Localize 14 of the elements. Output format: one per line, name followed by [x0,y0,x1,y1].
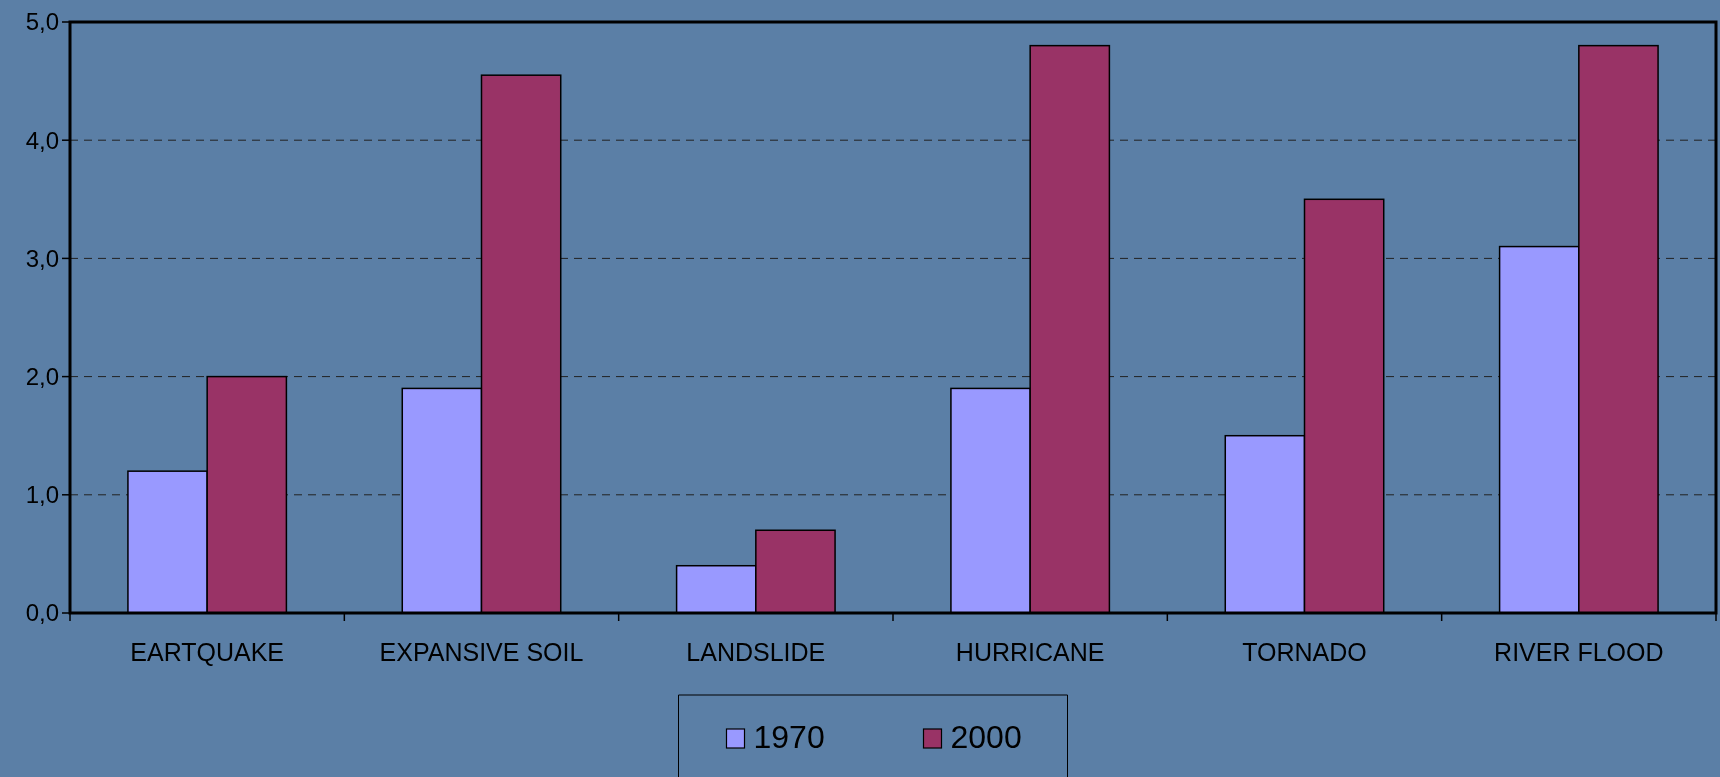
legend-label: 1970 [753,719,825,755]
legend-label: 2000 [950,719,1022,755]
x-tick-label: LANDSLIDE [686,638,826,666]
y-tick-label: 2,0 [25,363,59,390]
y-tick-label: 0,0 [25,599,59,627]
y-tick-label: 1,0 [25,481,59,509]
x-tick-label: RIVER FLOOD [1494,638,1664,666]
y-tick-label: 5,0 [25,8,59,36]
x-tick-label: EXPANSIVE SOIL [379,638,584,666]
y-tick-label: 4,0 [25,126,59,154]
x-tick-label: EARTQUAKE [130,638,285,666]
x-tick-label: HURRICANE [955,638,1105,666]
y-tick-label: 3,0 [25,244,59,272]
x-tick-label: TORNADO [1242,638,1367,666]
